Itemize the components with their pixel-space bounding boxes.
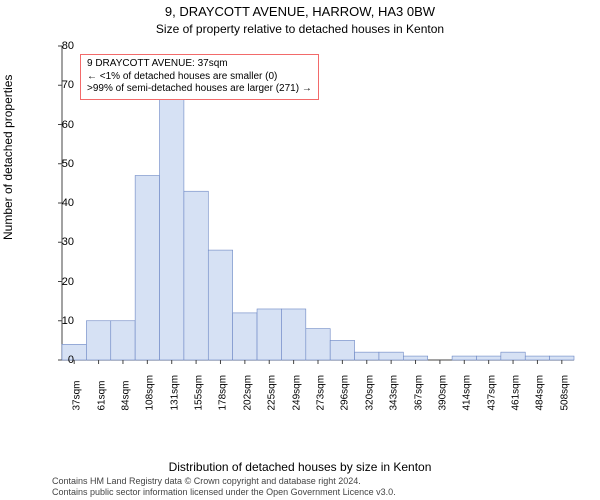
xtick-label: 343sqm (389, 375, 400, 411)
footer-text: Contains HM Land Registry data © Crown c… (52, 476, 592, 498)
xtick-label: 296sqm (340, 375, 351, 411)
xtick-label: 108sqm (145, 375, 156, 411)
xtick-label: 225sqm (267, 375, 278, 411)
chart-title: 9, DRAYCOTT AVENUE, HARROW, HA3 0BW (0, 4, 600, 19)
y-axis-label: Number of detached properties (1, 75, 15, 240)
x-axis-label: Distribution of detached houses by size … (0, 460, 600, 474)
info-box: 9 DRAYCOTT AVENUE: 37sqm ← <1% of detach… (80, 54, 319, 100)
xtick-label: 367sqm (413, 375, 424, 411)
ytick-label: 50 (44, 158, 74, 170)
ytick-label: 10 (44, 315, 74, 327)
xtick-label: 273sqm (316, 375, 327, 411)
ytick-label: 40 (44, 197, 74, 209)
xtick-label: 84sqm (120, 380, 131, 410)
xtick-label: 202sqm (242, 375, 253, 411)
xtick-label: 508sqm (559, 375, 570, 411)
xtick-label: 178sqm (218, 375, 229, 411)
ytick-label: 30 (44, 236, 74, 248)
footer-line1: Contains HM Land Registry data © Crown c… (52, 476, 361, 486)
ytick-label: 80 (44, 40, 74, 52)
chart-subtitle: Size of property relative to detached ho… (0, 22, 600, 36)
footer-line2: Contains public sector information licen… (52, 487, 396, 497)
xtick-label: 461sqm (511, 375, 522, 411)
xtick-label: 131sqm (169, 375, 180, 411)
xtick-label: 37sqm (72, 380, 83, 410)
xtick-label: 414sqm (462, 375, 473, 411)
ytick-label: 70 (44, 79, 74, 91)
ytick-label: 60 (44, 119, 74, 131)
ytick-label: 20 (44, 276, 74, 288)
xtick-label: 61sqm (96, 380, 107, 410)
xtick-label: 249sqm (291, 375, 302, 411)
info-line3: >99% of semi-detached houses are larger … (87, 83, 312, 96)
xtick-label: 390sqm (437, 375, 448, 411)
ytick-label: 0 (44, 354, 74, 366)
info-line2: ← <1% of detached houses are smaller (0) (87, 71, 312, 84)
xtick-label: 155sqm (194, 375, 205, 411)
xtick-label: 437sqm (486, 375, 497, 411)
chart-container: 9, DRAYCOTT AVENUE, HARROW, HA3 0BW Size… (0, 0, 600, 500)
info-line1: 9 DRAYCOTT AVENUE: 37sqm (87, 58, 312, 71)
xtick-label: 320sqm (364, 375, 375, 411)
xtick-label: 484sqm (535, 375, 546, 411)
